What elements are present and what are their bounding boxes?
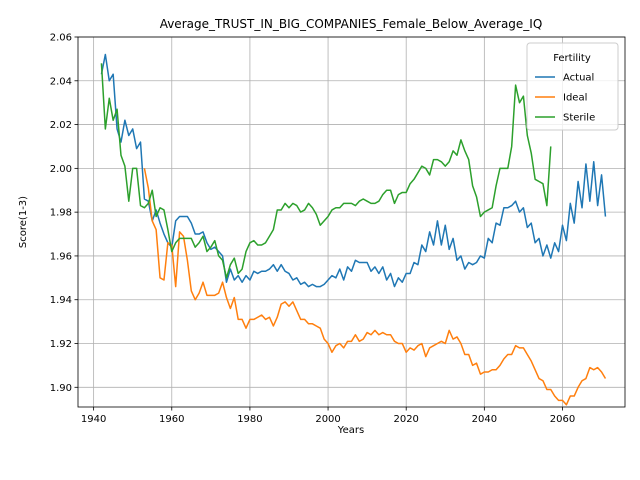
legend-title: Fertility: [553, 53, 591, 64]
x-tick-label: 1940: [81, 414, 106, 425]
y-tick-label: 2.02: [50, 120, 72, 131]
x-tick-label: 1980: [237, 414, 262, 425]
x-tick-label: 1960: [159, 414, 184, 425]
legend-label-sterile: Sterile: [563, 113, 595, 124]
y-tick-label: 1.96: [50, 251, 72, 262]
legend-label-ideal: Ideal: [563, 93, 587, 104]
y-tick-label: 1.90: [50, 383, 72, 394]
y-tick-label: 2.06: [50, 33, 72, 44]
x-tick-label: 2000: [315, 414, 340, 425]
x-tick-label: 2060: [550, 414, 575, 425]
y-axis-label: Score(1-3): [18, 196, 29, 248]
legend-label-actual: Actual: [563, 73, 594, 84]
x-tick-label: 2020: [393, 414, 418, 425]
y-tick-label: 1.92: [50, 339, 72, 350]
y-tick-label: 2.00: [50, 164, 72, 175]
legend: Fertility Actual Ideal Sterile: [527, 43, 618, 130]
y-tick-label: 1.98: [50, 208, 72, 219]
y-tick-label: 1.94: [50, 295, 72, 306]
x-axis-label: Years: [337, 425, 364, 436]
y-tick-label: 2.04: [50, 76, 72, 87]
chart-title: Average_TRUST_IN_BIG_COMPANIES_Female_Be…: [160, 17, 543, 31]
x-tick-label: 2040: [472, 414, 497, 425]
